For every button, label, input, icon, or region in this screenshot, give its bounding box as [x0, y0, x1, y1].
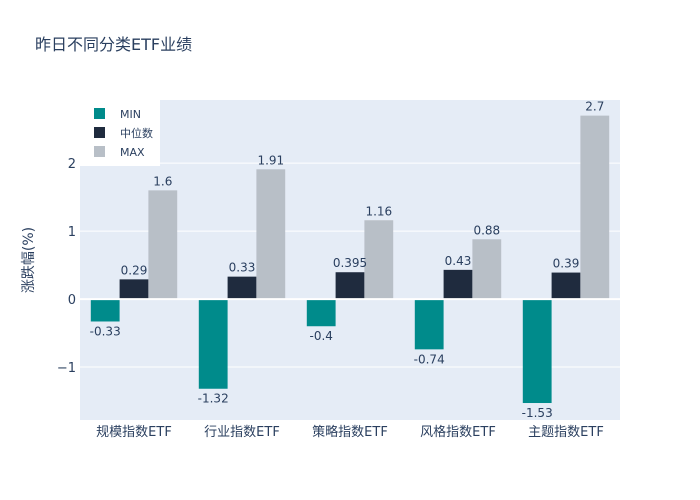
- y-tick-label: 1: [68, 225, 76, 240]
- data-label: 0.88: [473, 223, 500, 237]
- legend-label: MIN: [120, 108, 141, 121]
- bar-中位数-0: [119, 279, 149, 300]
- data-label: 0.39: [553, 257, 580, 271]
- legend-swatch: [94, 146, 105, 157]
- bar-MAX-2: [364, 220, 394, 300]
- bar-MIN-1: [198, 299, 228, 389]
- legend-swatch: [94, 127, 105, 138]
- data-label: -1.53: [522, 406, 553, 420]
- data-label: -0.4: [309, 329, 332, 343]
- legend-swatch: [94, 108, 105, 119]
- bar-MAX-0: [148, 190, 178, 300]
- y-axis-label: 涨跌幅(%): [21, 227, 37, 293]
- bar-中位数-2: [335, 272, 365, 300]
- y-tick-label: 0: [68, 293, 76, 308]
- bar-中位数-3: [443, 269, 473, 300]
- legend: MIN 中位数 MAX: [80, 100, 160, 166]
- data-label: 0.43: [445, 254, 472, 268]
- data-label: 0.395: [333, 256, 367, 270]
- x-tick-label: 规模指数ETF: [96, 425, 172, 440]
- legend-label: 中位数: [120, 126, 153, 140]
- data-label: 0.33: [229, 261, 256, 275]
- chart-title: 昨日不同分类ETF业绩: [35, 35, 192, 54]
- data-label: 2.7: [585, 100, 604, 114]
- data-label: 1.91: [257, 153, 284, 167]
- data-label: -0.74: [414, 352, 445, 366]
- data-label: -1.32: [198, 392, 229, 406]
- legend-label: MAX: [120, 146, 145, 159]
- data-label: 1.16: [365, 204, 392, 218]
- data-label: -0.33: [90, 324, 121, 338]
- data-label: 1.6: [153, 174, 172, 188]
- bar-MIN-0: [90, 299, 120, 322]
- bar-MAX-1: [256, 169, 286, 300]
- x-tick-label: 主题指数ETF: [528, 425, 604, 440]
- bar-MIN-4: [522, 299, 552, 404]
- x-tick-label: 风格指数ETF: [420, 424, 496, 440]
- x-tick-label: 策略指数ETF: [312, 424, 388, 440]
- data-labels: -0.33 0.29 1.6 -1.32 0.33 1.91 -0.4 0.395 1.16 -0…: [90, 100, 605, 420]
- data-label: 0.29: [121, 263, 148, 277]
- bar-中位数-1: [227, 276, 257, 300]
- bar-MIN-2: [306, 299, 336, 327]
- x-axis-ticks: 规模指数ETF 行业指数ETF 策略指数ETF 风格指数ETF 主题指数ETF: [96, 424, 604, 440]
- legend-background: [80, 100, 160, 166]
- y-tick-label: −1: [57, 361, 76, 376]
- bars: [90, 115, 610, 404]
- bar-MIN-3: [414, 299, 444, 350]
- bar-MAX-4: [580, 115, 610, 300]
- bar-中位数-4: [551, 272, 581, 300]
- bar-MAX-3: [472, 239, 502, 300]
- y-axis-ticks: −1 0 1 2: [57, 157, 76, 376]
- y-tick-label: 2: [68, 157, 76, 172]
- x-tick-label: 行业指数ETF: [204, 425, 280, 440]
